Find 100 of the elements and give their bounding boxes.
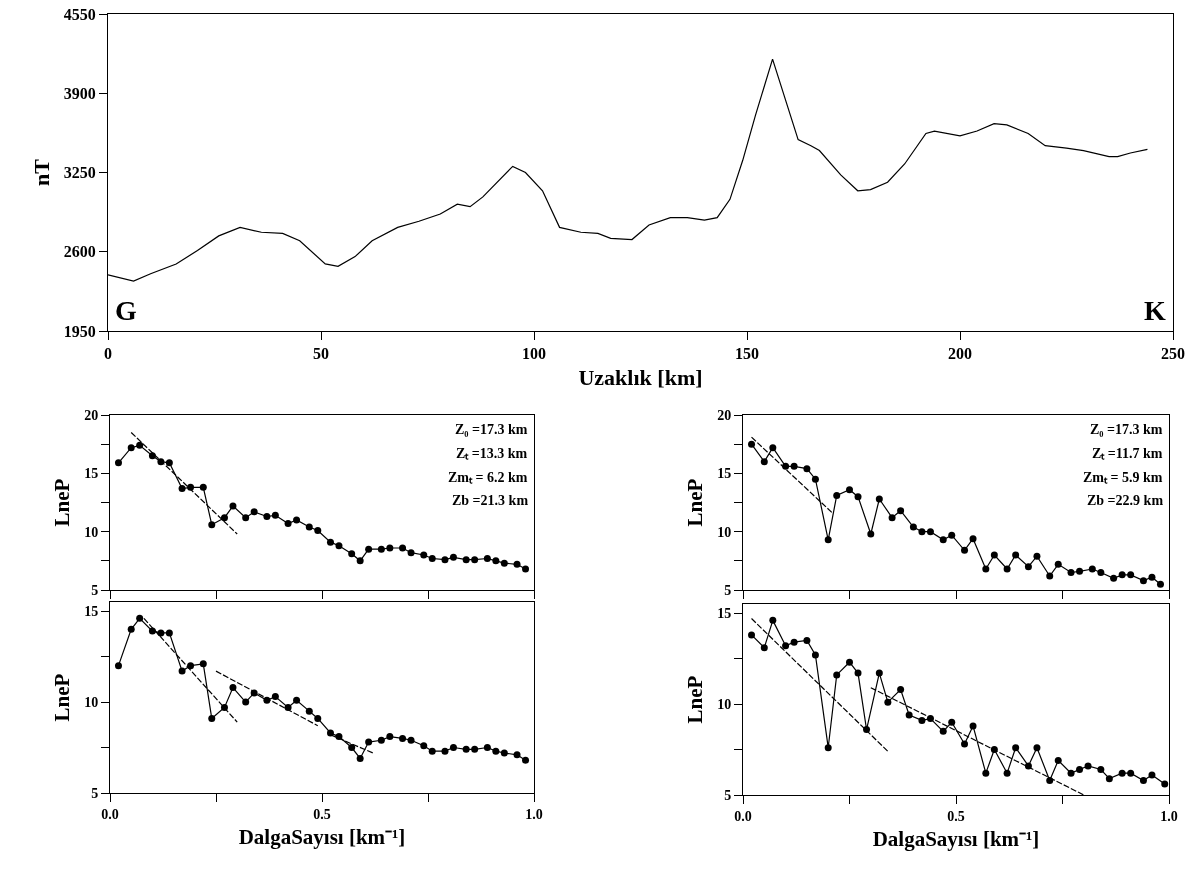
point (348, 550, 356, 558)
point (1097, 766, 1105, 774)
y-axis-title: LneP (683, 478, 708, 527)
point (875, 495, 883, 503)
point (918, 528, 926, 536)
point (449, 744, 457, 752)
point (867, 530, 875, 538)
point (199, 660, 207, 668)
point (500, 559, 508, 567)
point (441, 556, 449, 564)
point (500, 749, 508, 757)
point (199, 483, 207, 491)
point (1097, 569, 1105, 576)
annotation: Zₜ =13.3 km (456, 446, 528, 461)
point (897, 507, 905, 515)
y-tick-label: 10 (717, 524, 732, 540)
point (1118, 571, 1126, 579)
point (909, 523, 917, 531)
point (833, 492, 841, 499)
y-axis-title: LneP (683, 675, 708, 724)
y-tick-label: 2600 (63, 243, 96, 261)
point (1054, 756, 1062, 764)
point (271, 511, 279, 519)
y-tick-label: 5 (724, 582, 732, 598)
point (305, 523, 313, 531)
y-tick-label: 3900 (63, 84, 96, 102)
point (846, 658, 853, 666)
annotation: K (1144, 295, 1166, 326)
point (250, 508, 258, 516)
point (824, 536, 832, 544)
point (1076, 567, 1084, 575)
x-tick-label: 0.5 (947, 808, 965, 824)
point (1127, 571, 1135, 579)
point (471, 745, 479, 753)
point (513, 560, 521, 568)
point (314, 527, 322, 534)
point (769, 444, 777, 452)
point (884, 698, 892, 706)
point (926, 715, 934, 723)
point (939, 536, 947, 544)
point (399, 544, 407, 552)
annotation: Zb =21.3 km (452, 493, 529, 508)
point (969, 722, 977, 730)
point (1033, 744, 1041, 752)
y-tick-label: 15 (84, 466, 99, 482)
point (513, 751, 521, 759)
point (854, 669, 862, 677)
point (863, 726, 871, 734)
point (356, 557, 364, 565)
point (918, 716, 926, 724)
point (522, 565, 530, 573)
y-axis-title: LneP (50, 478, 75, 527)
point (748, 440, 756, 448)
point (1110, 574, 1118, 582)
point (365, 738, 373, 746)
point (1033, 552, 1041, 560)
point (790, 462, 798, 470)
point (782, 462, 790, 470)
x-tick-label: 0.0 (101, 806, 119, 822)
point (875, 669, 883, 677)
point (1003, 565, 1011, 573)
point (305, 707, 313, 715)
x-tick-label: 0 (104, 345, 112, 363)
point (178, 667, 186, 675)
point (1084, 762, 1092, 770)
point (1148, 573, 1156, 581)
point (1088, 565, 1096, 573)
point (386, 544, 394, 552)
point (1156, 580, 1164, 588)
point (824, 744, 832, 752)
point (165, 459, 173, 467)
point (1012, 744, 1020, 752)
point (1076, 766, 1084, 774)
y-tick-label: 15 (84, 604, 99, 619)
point (428, 747, 436, 755)
point (1067, 769, 1075, 777)
point (377, 545, 385, 553)
point (187, 483, 195, 491)
x-tick-label: 150 (735, 345, 759, 363)
point (242, 514, 250, 522)
point (854, 493, 862, 501)
point (926, 528, 934, 536)
point (1127, 769, 1135, 777)
point (114, 662, 122, 670)
point (803, 636, 811, 644)
point (326, 538, 334, 546)
point (1054, 560, 1062, 568)
point (263, 513, 271, 520)
point (1067, 569, 1075, 576)
point (1118, 769, 1126, 777)
point (178, 485, 186, 492)
point (127, 625, 135, 633)
y-tick-label: 10 (84, 694, 99, 710)
point (760, 458, 768, 466)
point (462, 556, 470, 564)
point (208, 521, 216, 529)
point (407, 736, 415, 744)
y-tick-label: 5 (724, 787, 732, 803)
point (1024, 563, 1032, 571)
point (811, 651, 819, 659)
